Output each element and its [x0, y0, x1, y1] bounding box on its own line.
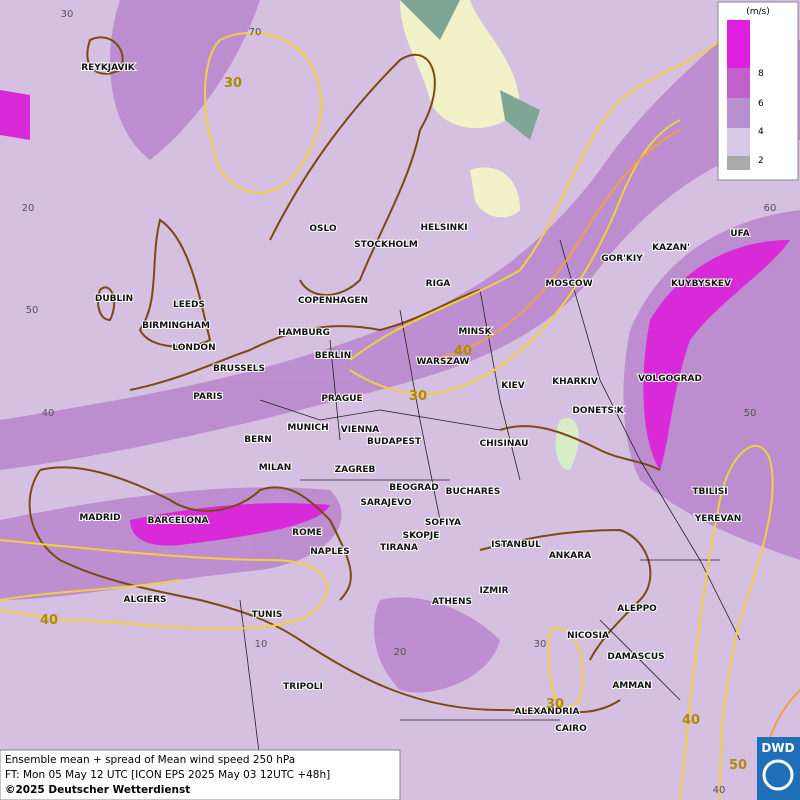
legend-unit: (m/s) [746, 7, 770, 17]
land-snow [400, 0, 579, 470]
city-label: LONDON [172, 343, 215, 353]
city-label: COPENHAGEN [298, 296, 368, 306]
footer-box [0, 749, 401, 800]
city-label: KAZAN' [652, 243, 690, 253]
city-label: MUNICH [287, 423, 328, 433]
footer-line: ©2025 Deutscher Wetterdienst [5, 784, 190, 796]
legend: (m/s) 8 6 4 2 [717, 1, 799, 181]
city-label: PARIS [193, 392, 223, 402]
city-label: TBILISI [692, 487, 727, 497]
graticule-label: 10 [255, 639, 268, 650]
contour-label: 40 [454, 344, 472, 359]
city-label: VIENNA [341, 425, 380, 435]
city-label: MILAN [259, 463, 292, 473]
city-label: BIRMINGHAM [142, 321, 210, 331]
city-label: CAIRO [555, 724, 587, 734]
city-label: NICOSIA [567, 631, 609, 641]
city-label: ISTANBUL [491, 540, 541, 550]
graticule-label: 60 [764, 203, 777, 214]
graticule-label: 40 [42, 408, 55, 419]
city-label: RIGA [426, 279, 451, 289]
legend-label: 6 [758, 99, 764, 109]
city-label: KUYBYSKEV [671, 279, 731, 289]
city-label: KIEV [501, 381, 524, 391]
city-label: KHARKIV [552, 377, 598, 387]
city-label: ANKARA [549, 551, 591, 561]
city-label: DAMASCUS [607, 652, 664, 662]
legend-label: 2 [758, 156, 764, 166]
legend-label: 4 [758, 127, 764, 137]
legend-swatch [727, 98, 750, 128]
contour-label: 40 [40, 613, 58, 628]
city-label: BUCHARES [446, 487, 501, 497]
city-label: TIRANA [380, 543, 418, 553]
city-label: STOCKHOLM [354, 240, 418, 250]
graticule-label: 20 [22, 203, 35, 214]
city-label: CHISINAU [480, 439, 529, 449]
city-label: DONETS'K [572, 406, 624, 416]
city-label: SOFIYA [425, 518, 461, 528]
borders [239, 239, 741, 761]
city-label: LEEDS [173, 300, 205, 310]
legend-label: 8 [758, 69, 764, 79]
city-label: IZMIR [479, 586, 508, 596]
city-label: MOSCOW [545, 279, 592, 289]
legend-swatch [727, 128, 750, 156]
contour-label: 40 [682, 713, 700, 728]
city-label: BARCELONA [147, 516, 208, 526]
city-label: BEOGRAD [389, 483, 438, 493]
contour-label: 30 [546, 697, 564, 712]
city-label: ZAGREB [335, 465, 376, 475]
graticule-label: 40 [713, 785, 726, 796]
city-label: BERN [244, 435, 271, 445]
contour-label: 30 [224, 76, 242, 91]
city-label: YEREVAN [694, 514, 742, 524]
logo-swirl [762, 759, 794, 791]
graticule-label: 70 [249, 27, 262, 38]
graticule-label: 50 [26, 305, 39, 316]
legend-swatch [727, 68, 750, 98]
city-label: ALEXANDRIA [515, 707, 580, 717]
coastlines [28, 36, 661, 714]
city-label: UFA [730, 229, 749, 239]
contour-label: 30 [409, 389, 427, 404]
city-label: WARSZAW [417, 357, 470, 367]
city-label: ALEPPO [617, 604, 657, 614]
graticule-label: 50 [744, 408, 757, 419]
city-label: VOLGOGRAD [638, 374, 702, 384]
city-label: BERLIN [315, 351, 352, 361]
city-label: TRIPOLI [283, 682, 323, 692]
city-label: NAPLES [310, 547, 349, 557]
graticule-label: 30 [534, 639, 547, 650]
logo: DWD [761, 741, 794, 755]
footer-line: Ensemble mean + spread of Mean wind spee… [5, 754, 295, 766]
contour-label: 50 [729, 758, 747, 773]
city-label: ROME [292, 528, 322, 538]
legend-swatch [727, 20, 750, 68]
city-label: AMMAN [612, 681, 651, 691]
city-label: SKOPJE [403, 531, 440, 541]
legend-swatch [727, 156, 750, 170]
footer: DWD Ensemble mean + spread of Mean wind … [0, 737, 800, 800]
city-label: REYKJAVIK [81, 63, 136, 73]
city-label: DUBLIN [95, 294, 133, 304]
graticule-label: 30 [61, 9, 74, 20]
city-label: OSLO [309, 224, 337, 234]
footer-line: FT: Mon 05 May 12 UTC [ICON EPS 2025 May… [5, 769, 330, 781]
city-label: TUNIS [252, 610, 283, 620]
city-label: ALGIERS [124, 595, 167, 605]
graticule-label: 20 [394, 647, 407, 658]
city-label: GOR'KIY [601, 254, 643, 264]
city-label: MINSK [458, 327, 492, 337]
city-label: BRUSSELS [213, 364, 265, 374]
city-label: HAMBURG [278, 328, 330, 338]
city-label: ATHENS [432, 597, 472, 607]
city-label: BUDAPEST [367, 437, 422, 447]
city-label: MADRID [79, 513, 120, 523]
city-label: SARAJEVO [360, 498, 412, 508]
city-label: PRAGUE [321, 394, 362, 404]
city-label: HELSINKI [420, 223, 467, 233]
